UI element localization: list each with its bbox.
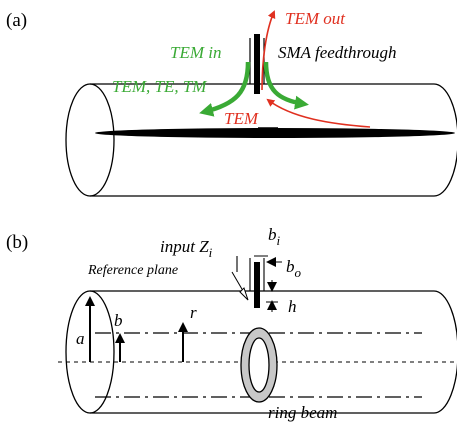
tem-bottom-label: TEM (224, 109, 259, 128)
green-arrow-right (263, 61, 309, 110)
a-label: a (76, 329, 85, 348)
reference-plane-label: Reference plane (87, 263, 178, 278)
b-o-label: bo (286, 257, 302, 280)
panel-a-label: (a) (6, 10, 27, 31)
r-label: r (190, 303, 197, 322)
feedthrough-b (249, 258, 265, 308)
tem-in-label: TEM in (170, 43, 221, 62)
waveguide-cylinder-a (65, 83, 457, 197)
h-label: h (288, 297, 297, 316)
green-arrow-left (199, 61, 251, 117)
panel-b: (b) input Zi bi bo Reference plane (6, 225, 457, 422)
sma-feedthrough (249, 34, 265, 94)
waveguide-cylinder-b (65, 290, 457, 414)
tem-bottom-arrow (266, 98, 371, 128)
b-i-label: bi (268, 225, 281, 248)
reference-plane-arrowhead (239, 287, 249, 301)
ring-beam-label: ring beam (268, 403, 337, 422)
ring-beam (240, 327, 278, 403)
input-z-label: input Zi (160, 237, 213, 260)
beam-rod (95, 128, 455, 138)
tem-out-label: TEM out (285, 9, 346, 28)
b-label: b (114, 311, 123, 330)
feedthrough-label: SMA feedthrough (278, 43, 397, 62)
panel-a: (a) TEM out TEM in SMA feedthrough TEM, … (6, 9, 457, 197)
tem-out-arrow (261, 10, 276, 91)
panel-b-label: (b) (6, 232, 28, 253)
modes-label: TEM, TE, TM (112, 77, 207, 96)
